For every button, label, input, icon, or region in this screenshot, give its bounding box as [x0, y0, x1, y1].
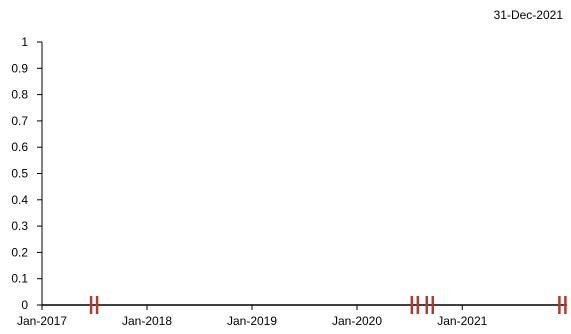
data-marker [425, 296, 435, 314]
y-tick-label: 0.8 [11, 88, 28, 102]
y-axis: 0 0.1 0.2 0.3 0.4 0.5 0.6 0.7 0.8 0.9 1 [11, 35, 43, 312]
x-tick-label: Jan-2020 [332, 314, 382, 328]
x-tick-label: Jan-2018 [122, 314, 172, 328]
y-tick-label: 1 [21, 35, 28, 49]
y-tick-label: 0.2 [11, 245, 28, 259]
y-tick-label: 0.1 [11, 272, 28, 286]
y-tick-label: 0.6 [11, 140, 28, 154]
date-label: 31-Dec-2021 [493, 8, 563, 22]
data-marker [410, 296, 420, 314]
y-tick-label: 0.7 [11, 114, 28, 128]
y-tick-label: 0.4 [11, 193, 28, 207]
y-tick-label: 0.9 [11, 61, 28, 75]
data-marker [89, 296, 99, 314]
y-tick-label: 0.5 [11, 167, 28, 181]
x-tick-label: Jan-2019 [227, 314, 277, 328]
y-tick-label: 0 [21, 298, 28, 312]
x-tick-label: Jan-2021 [437, 314, 487, 328]
data-markers [89, 296, 567, 314]
x-tick-label: Jan-2017 [17, 314, 67, 328]
data-marker [558, 296, 567, 314]
y-tick-label: 0.3 [11, 219, 28, 233]
x-axis: Jan-2017 Jan-2018 Jan-2019 Jan-2020 Jan-2021 [17, 304, 567, 328]
